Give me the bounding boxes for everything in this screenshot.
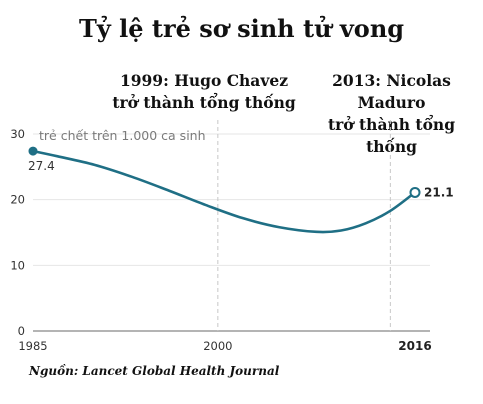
series-line-0	[31, 149, 417, 234]
y-axis-label: trẻ chết trên 1.000 ca sinh	[39, 128, 206, 143]
start-point-marker	[28, 146, 38, 156]
y-tick-label-0: 0	[18, 324, 25, 338]
y-tick-label-10: 10	[10, 258, 25, 272]
value-label-end: 21.1	[424, 185, 454, 199]
source-note: Nguồn: Lancet Global Health Journal	[29, 364, 280, 378]
annotation-maduro-line-2: trở thành tổng thống	[327, 115, 456, 156]
x-tick-label-2000: 2000	[203, 339, 232, 353]
chart-title: Tỷ lệ trẻ sơ sinh tử vong	[78, 14, 405, 43]
value-label-start: 27.4	[28, 159, 55, 173]
end-point-marker	[409, 186, 421, 198]
annotation-chavez: 1999: Hugo Chavez trở thành tổng thống	[104, 70, 304, 114]
y-tick-label-20: 20	[10, 193, 25, 207]
annotation-maduro-line-1: 2013: Nicolas Maduro	[332, 71, 451, 112]
y-tick-label-30: 30	[10, 127, 25, 141]
x-tick-label-2016: 2016	[398, 339, 431, 353]
annotation-chavez-line-1: 1999: Hugo Chavez	[119, 71, 289, 90]
x-tick-label-1985: 1985	[18, 339, 47, 353]
annotation-maduro: 2013: Nicolas Maduro trở thành tổng thốn…	[300, 70, 483, 158]
annotation-chavez-line-2: trở thành tổng thống	[112, 93, 296, 112]
